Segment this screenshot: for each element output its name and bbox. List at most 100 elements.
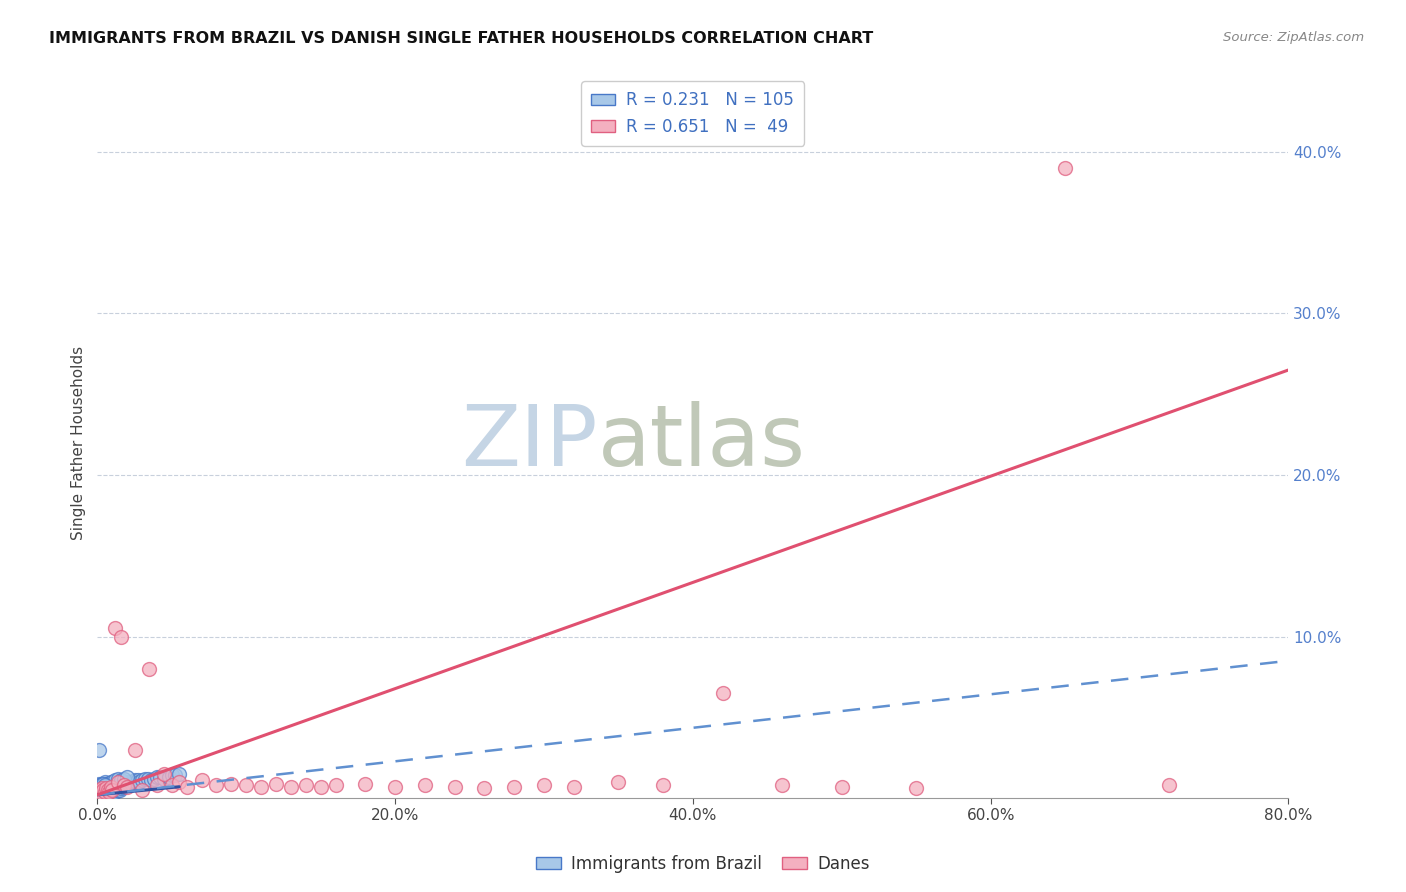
Point: [96, 780, 118, 794]
Point: [89, 778, 111, 792]
Point: [93, 781, 115, 796]
Point: [131, 773, 153, 788]
Point: [250, 780, 273, 794]
Point: [104, 773, 127, 788]
Point: [354, 776, 377, 790]
Legend: R = 0.231   N = 105, R = 0.651   N =  49: R = 0.231 N = 105, R = 0.651 N = 49: [582, 81, 804, 145]
Point: [90, 786, 112, 800]
Point: [607, 775, 630, 789]
Point: [124, 742, 146, 756]
Point: [107, 783, 129, 797]
Point: [107, 780, 129, 794]
Point: [98, 776, 121, 790]
Point: [94, 784, 117, 798]
Point: [90, 784, 112, 798]
Point: [104, 781, 127, 796]
Point: [110, 781, 132, 796]
Point: [384, 780, 406, 794]
Point: [110, 773, 132, 788]
Point: [115, 775, 138, 789]
Point: [125, 775, 148, 789]
Point: [98, 781, 121, 796]
Point: [89, 778, 111, 792]
Point: [443, 780, 465, 794]
Y-axis label: Single Father Households: Single Father Households: [72, 345, 86, 540]
Point: [533, 778, 555, 792]
Point: [100, 775, 122, 789]
Point: [94, 778, 117, 792]
Point: [110, 776, 132, 790]
Point: [91, 776, 114, 790]
Point: [221, 776, 243, 790]
Point: [91, 776, 114, 790]
Point: [104, 784, 127, 798]
Point: [87, 742, 110, 756]
Point: [138, 662, 160, 676]
Text: Source: ZipAtlas.com: Source: ZipAtlas.com: [1223, 31, 1364, 45]
Point: [114, 776, 136, 790]
Point: [96, 776, 118, 790]
Point: [831, 780, 853, 794]
Point: [124, 773, 146, 788]
Point: [97, 784, 120, 798]
Point: [104, 778, 127, 792]
Point: [711, 686, 734, 700]
Point: [190, 773, 212, 788]
Point: [160, 778, 183, 792]
Point: [905, 781, 928, 796]
Point: [97, 783, 120, 797]
Point: [167, 767, 190, 781]
Point: [101, 775, 124, 789]
Point: [96, 781, 118, 796]
Point: [90, 781, 112, 796]
Point: [90, 788, 112, 802]
Point: [97, 780, 120, 794]
Point: [157, 770, 180, 784]
Point: [101, 776, 124, 790]
Point: [146, 770, 169, 784]
Point: [89, 786, 111, 800]
Point: [94, 780, 117, 794]
Point: [108, 778, 131, 792]
Point: [94, 786, 117, 800]
Point: [91, 783, 114, 797]
Point: [205, 778, 228, 792]
Point: [128, 775, 150, 789]
Point: [163, 768, 186, 782]
Point: [90, 781, 112, 796]
Point: [142, 772, 165, 786]
Point: [98, 784, 121, 798]
Point: [108, 783, 131, 797]
Point: [107, 772, 129, 786]
Point: [309, 780, 332, 794]
Point: [103, 778, 125, 792]
Point: [96, 781, 118, 796]
Point: [235, 778, 257, 792]
Point: [115, 780, 138, 794]
Point: [103, 781, 125, 796]
Point: [117, 776, 139, 790]
Point: [101, 783, 124, 797]
Point: [107, 775, 129, 789]
Text: ZIP: ZIP: [461, 401, 598, 484]
Point: [89, 780, 111, 794]
Point: [91, 783, 114, 797]
Point: [1054, 161, 1077, 175]
Point: [110, 630, 132, 644]
Point: [87, 788, 110, 802]
Point: [325, 778, 347, 792]
Point: [131, 783, 153, 797]
Point: [96, 784, 118, 798]
Point: [104, 622, 127, 636]
Point: [89, 788, 111, 802]
Point: [89, 784, 111, 798]
Point: [87, 781, 110, 796]
Point: [87, 789, 110, 804]
Point: [91, 778, 114, 792]
Point: [90, 780, 112, 794]
Point: [87, 783, 110, 797]
Point: [112, 778, 135, 792]
Point: [89, 784, 111, 798]
Point: [115, 770, 138, 784]
Point: [97, 778, 120, 792]
